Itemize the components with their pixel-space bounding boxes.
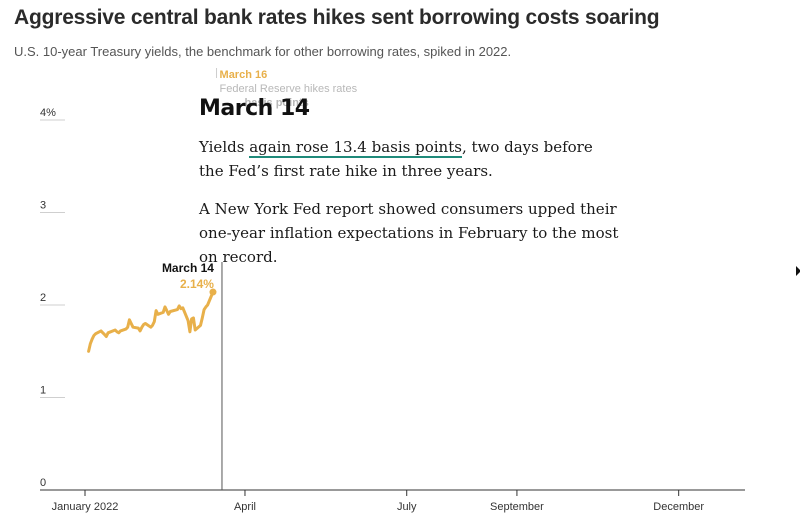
upcoming-marker-text-2: basis points — [245, 97, 309, 109]
yield-series-line — [87, 290, 215, 353]
y-tick-label: 1 — [40, 385, 46, 397]
annotation-panel: March 14 Yields again rose 13.4 basis po… — [199, 96, 619, 283]
annotation-paragraph-1: Yields again rose 13.4 basis points, two… — [199, 135, 619, 183]
annotation-paragraph-2: A New York Fed report showed consumers u… — [199, 200, 619, 266]
annotation-link[interactable]: again rose 13.4 basis points — [249, 138, 462, 158]
chart-subtitle: U.S. 10-year Treasury yields, the benchm… — [14, 44, 512, 59]
x-tick-label: December — [653, 501, 704, 513]
current-value-label: 2.14% — [180, 277, 214, 291]
x-tick-label: April — [234, 501, 256, 513]
x-tick-label: September — [490, 501, 544, 513]
annotation-text: Yields — [199, 138, 250, 156]
chart-title: Aggressive central bank rates hikes sent… — [14, 6, 660, 29]
x-tick-label: January 2022 — [52, 501, 119, 513]
y-tick-label: 0 — [40, 477, 46, 489]
annotation-text: , two days before the Fed’s first rate h… — [199, 138, 593, 180]
annotation-heading: March 14 — [199, 96, 310, 121]
x-tick-label: July — [397, 501, 417, 513]
upcoming-marker-text: Federal Reserve hikes rates — [220, 83, 358, 95]
current-value-point — [209, 288, 217, 296]
scroll-arrow-icon[interactable] — [796, 266, 800, 276]
y-tick-label: 4% — [40, 107, 56, 119]
y-tick-label: 2 — [40, 292, 46, 304]
upcoming-marker-date: March 16 — [220, 69, 268, 81]
y-tick-label: 3 — [40, 200, 46, 212]
current-date-label: March 14 — [162, 261, 214, 275]
